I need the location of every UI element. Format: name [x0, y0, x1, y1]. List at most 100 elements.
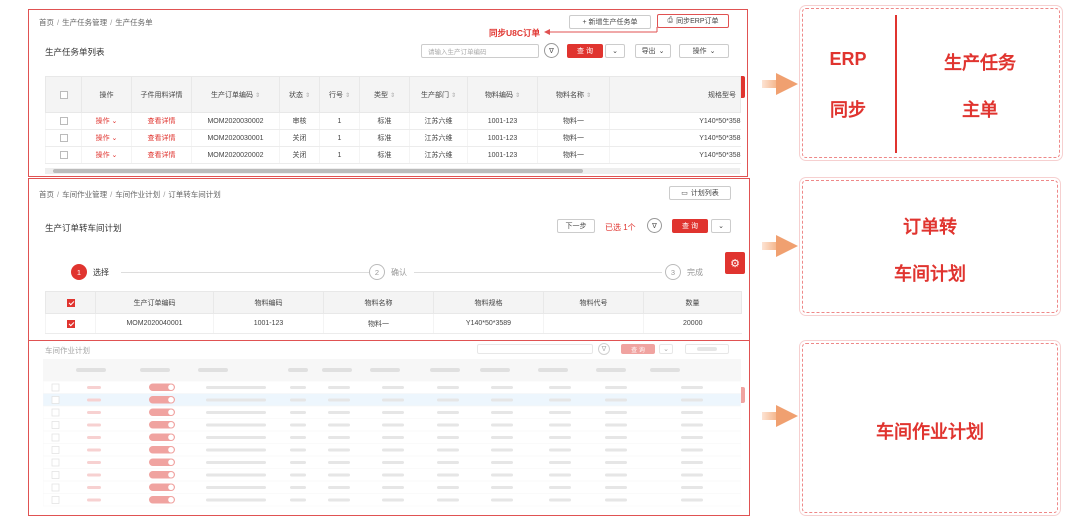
next-step-button[interactable]: 下一步 — [557, 219, 595, 233]
sync-erp-button[interactable]: ⎙ 同步ERP订单 — [657, 14, 729, 28]
chevron-down-icon[interactable]: ⌄ — [711, 219, 731, 233]
action-button[interactable]: 操作 ⌄ — [679, 44, 729, 58]
view-detail-link[interactable]: 查看详情 — [131, 146, 192, 164]
table-row[interactable] — [43, 468, 741, 482]
breadcrumb-item[interactable]: 车间作业计划 — [115, 190, 161, 199]
column-header[interactable]: 生产部门 ⇕ — [409, 76, 468, 113]
cell — [491, 461, 513, 464]
breadcrumb-item[interactable]: 生产任务管理 — [62, 18, 108, 27]
toggle-switch[interactable] — [149, 433, 175, 442]
row-checkbox[interactable] — [45, 146, 82, 164]
row-link[interactable] — [87, 436, 101, 439]
row-checkbox[interactable] — [51, 446, 60, 454]
table-row[interactable]: 操作 ⌄ 查看详情 MOM2020030001 关闭 1 标准 江苏六维 100… — [45, 129, 741, 147]
row-link[interactable] — [87, 398, 101, 402]
table-row[interactable] — [43, 455, 741, 469]
row-checkbox[interactable] — [45, 112, 82, 130]
view-detail-link[interactable]: 查看详情 — [131, 129, 192, 147]
cell: 1001-123 — [467, 146, 538, 164]
row-link[interactable] — [87, 498, 101, 502]
row-checkbox[interactable] — [51, 433, 60, 442]
column-header[interactable]: 行号 ⇕ — [319, 76, 360, 113]
table-row[interactable] — [43, 418, 741, 432]
cell: 标准 — [359, 129, 410, 147]
filter-icon[interactable]: ∇ — [544, 43, 559, 58]
plan-list-button[interactable]: ▭ 计划列表 — [669, 186, 731, 200]
row-link[interactable] — [87, 486, 101, 489]
chevron-down-icon[interactable]: ⌄ — [659, 344, 673, 354]
row-checkbox[interactable] — [51, 383, 60, 392]
row-action-menu[interactable]: 操作 ⌄ — [81, 129, 132, 147]
table-row[interactable] — [43, 380, 741, 394]
table-row[interactable] — [43, 430, 741, 444]
toggle-switch[interactable] — [149, 471, 175, 479]
column-header[interactable]: 状态 ⇕ — [279, 76, 320, 113]
column-header[interactable]: 类型 ⇕ — [359, 76, 410, 113]
export-button[interactable]: 导出 ⌄ — [635, 44, 671, 58]
column-header[interactable]: 生产订单编码 ⇕ — [191, 76, 280, 113]
select-all-checkbox[interactable] — [45, 291, 96, 314]
gear-icon[interactable]: ⚙ — [725, 252, 745, 274]
horizontal-scrollbar[interactable] — [45, 168, 740, 174]
row-link[interactable] — [87, 448, 101, 452]
row-checkbox[interactable] — [51, 496, 60, 504]
row-link[interactable] — [87, 461, 101, 464]
row-link[interactable] — [87, 386, 101, 389]
search-input[interactable]: 请输入生产订单编码 — [421, 44, 539, 58]
toggle-knob — [168, 396, 174, 403]
column-header[interactable]: 物料名称 ⇕ — [537, 76, 610, 113]
table-row[interactable]: 操作 ⌄ 查看详情 MOM2020020002 关闭 1 标准 江苏六维 100… — [45, 146, 741, 164]
row-link[interactable] — [87, 473, 101, 477]
table-row[interactable] — [43, 393, 741, 407]
gear-icon[interactable]: ⚙ — [727, 387, 745, 403]
view-detail-link[interactable]: 查看详情 — [131, 112, 192, 130]
row-checkbox[interactable] — [51, 421, 60, 429]
query-button[interactable]: 查 询 — [567, 44, 603, 58]
cell — [437, 473, 459, 477]
breadcrumb-item[interactable]: 车间作业管理 — [62, 190, 108, 199]
row-checkbox[interactable] — [45, 313, 96, 334]
toggle-switch[interactable] — [149, 446, 175, 454]
cell — [206, 486, 266, 489]
filter-icon[interactable]: ∇ — [598, 343, 610, 355]
row-checkbox[interactable] — [45, 129, 82, 147]
new-task-button[interactable]: + 新增生产任务单 — [569, 15, 651, 29]
query-button[interactable]: 查 询 — [621, 344, 655, 354]
toggle-switch[interactable] — [149, 396, 175, 404]
breadcrumb-item[interactable]: 首页 — [39, 18, 54, 27]
cell: 关闭 — [279, 129, 320, 147]
toggle-knob — [168, 471, 174, 478]
row-checkbox[interactable] — [51, 483, 60, 492]
breadcrumb-item[interactable]: 首页 — [39, 190, 54, 199]
query-button[interactable]: 查 询 — [672, 219, 708, 233]
cell — [328, 473, 350, 477]
table-row[interactable] — [43, 405, 741, 419]
row-checkbox[interactable] — [51, 408, 60, 417]
search-input[interactable] — [477, 344, 593, 354]
row-action-menu[interactable]: 操作 ⌄ — [81, 146, 132, 164]
row-action-menu[interactable]: 操作 ⌄ — [81, 112, 132, 130]
toggle-switch[interactable] — [149, 408, 175, 417]
table-row[interactable] — [43, 443, 741, 457]
breadcrumb-item: 订单转车间计划 — [168, 190, 221, 199]
cell — [382, 448, 404, 452]
toggle-switch[interactable] — [149, 483, 175, 492]
table-row[interactable]: 操作 ⌄ 查看详情 MOM2020030002 审核 1 标准 江苏六维 100… — [45, 112, 741, 130]
chevron-down-icon[interactable]: ⌄ — [605, 44, 625, 58]
table-row[interactable] — [43, 493, 741, 507]
table-row[interactable] — [43, 480, 741, 494]
toggle-switch[interactable] — [149, 421, 175, 429]
row-link[interactable] — [87, 411, 101, 414]
column-header[interactable]: 物料编码 ⇕ — [467, 76, 538, 113]
row-checkbox[interactable] — [51, 458, 60, 467]
row-checkbox[interactable] — [51, 396, 60, 404]
filter-icon[interactable]: ∇ — [647, 218, 662, 233]
table-row[interactable]: MOM2020040001 1001-123 物料一 Y140*50*3589 … — [45, 313, 742, 334]
toggle-switch[interactable] — [149, 383, 175, 392]
toggle-switch[interactable] — [149, 458, 175, 467]
row-link[interactable] — [87, 423, 101, 427]
select-all-checkbox[interactable] — [45, 76, 82, 113]
row-checkbox[interactable] — [51, 471, 60, 479]
toggle-switch[interactable] — [149, 496, 175, 504]
export-button[interactable] — [685, 344, 729, 354]
